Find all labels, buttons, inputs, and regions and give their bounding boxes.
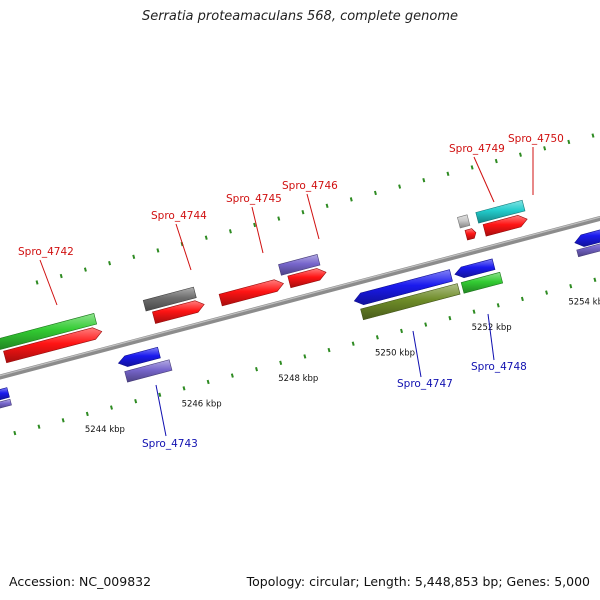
gene-arrow-red — [3, 327, 103, 364]
reverse-scale-tick — [206, 379, 210, 385]
reverse-scale-tick — [61, 418, 65, 423]
gene-label: Spro_4743 — [142, 438, 198, 450]
genome-backbone-highlight — [0, 216, 600, 377]
gene-label-leader-line — [251, 206, 264, 254]
topology-summary-text: Topology: circular; Length: 5,448,853 bp… — [246, 574, 590, 589]
gene-arrow-blue — [353, 269, 453, 306]
gene-label: Spro_4750 — [508, 133, 564, 145]
gene-arrow-lightgray — [457, 214, 471, 229]
gene-arrow-lavender — [0, 398, 12, 409]
reverse-scale-tick — [424, 322, 428, 327]
gene-arrow-blue — [574, 229, 600, 247]
reverse-scale-tick — [496, 303, 500, 308]
gene-label-leader-line — [39, 259, 58, 306]
forward-scale-tick — [59, 273, 63, 279]
gene-label: Spro_4746 — [282, 180, 338, 192]
forward-scale-tick — [591, 133, 595, 138]
gene-arrow-blue — [117, 346, 161, 367]
accession-text: Accession: NC_009832 — [9, 574, 152, 589]
reverse-scale-tick — [351, 341, 355, 346]
gene-arrow-blue — [454, 258, 496, 279]
forward-scale-tick — [470, 165, 474, 170]
scale-label: 5252 kbp — [472, 323, 512, 333]
gene-arrow-red — [287, 268, 327, 289]
gene-arrow-gray — [142, 286, 197, 312]
reverse-scale-tick — [134, 398, 138, 404]
gene-arrow-cyan — [475, 199, 526, 224]
forward-scale-tick — [132, 254, 136, 260]
scale-label: 5248 kbp — [278, 374, 318, 384]
gene-label-leader-line — [175, 223, 192, 271]
forward-scale-tick — [301, 209, 305, 215]
gene-arrow-olive — [360, 283, 461, 321]
forward-scale-tick — [446, 171, 450, 177]
gene-label-leader-line — [473, 156, 495, 203]
scale-label: 5246 kbp — [182, 400, 222, 410]
reverse-scale-tick — [255, 367, 258, 372]
reverse-scale-tick — [569, 284, 573, 289]
forward-scale-tick — [277, 216, 281, 221]
forward-scale-tick — [398, 184, 402, 189]
reverse-scale-tick — [545, 290, 549, 295]
gene-label: Spro_4745 — [226, 193, 282, 205]
reverse-scale-tick — [520, 296, 524, 302]
forward-scale-tick — [325, 203, 329, 208]
reverse-scale-tick — [230, 373, 234, 378]
gene-arrow-green — [460, 271, 504, 294]
forward-scale-tick — [518, 152, 522, 157]
reverse-scale-tick — [593, 277, 597, 282]
gene-label-leader-line — [155, 384, 167, 437]
reverse-scale-tick — [182, 386, 186, 391]
reverse-scale-tick — [158, 392, 162, 397]
forward-scale-tick — [156, 248, 160, 253]
gene-label: Spro_4742 — [18, 246, 74, 258]
reverse-scale-tick — [85, 411, 89, 417]
reverse-scale-tick — [37, 424, 41, 429]
scale-label: 5254 kbp — [568, 297, 600, 307]
forward-scale-tick — [83, 267, 87, 272]
reverse-scale-tick — [327, 347, 331, 353]
forward-scale-tick — [349, 197, 353, 202]
forward-scale-tick — [543, 146, 547, 151]
genome-backbone-line — [0, 215, 600, 380]
reverse-scale-tick — [279, 360, 283, 366]
reverse-scale-tick — [110, 405, 113, 410]
gene-label-leader-line — [306, 193, 320, 240]
gene-label-leader-line — [487, 313, 495, 361]
reverse-scale-tick — [472, 309, 476, 314]
gene-arrow-red — [152, 300, 205, 324]
gene-label: Spro_4747 — [397, 378, 453, 390]
forward-scale-tick — [228, 229, 232, 234]
forward-scale-tick — [373, 190, 377, 196]
gene-arrow-green — [0, 313, 98, 350]
gene-label: Spro_4749 — [449, 143, 505, 155]
gene-arrow-red — [464, 228, 477, 241]
forward-scale-tick — [422, 178, 426, 183]
reverse-scale-tick — [303, 354, 307, 359]
forward-scale-tick — [567, 139, 571, 145]
forward-scale-tick — [108, 261, 112, 266]
gene-arrow-lavender — [278, 254, 321, 276]
gene-arrow-blue — [0, 387, 10, 401]
gene-arrow-red — [218, 279, 284, 307]
forward-scale-tick — [253, 222, 257, 228]
gene-label: Spro_4744 — [151, 210, 207, 222]
reverse-scale-tick — [13, 430, 17, 436]
scale-label: 5244 kbp — [85, 425, 125, 435]
reverse-scale-tick — [448, 315, 452, 321]
gene-label-leader-line — [412, 330, 422, 378]
scale-label: 5250 kbp — [375, 349, 415, 359]
forward-scale-tick — [204, 235, 208, 240]
gene-arrow-red — [482, 214, 528, 237]
forward-scale-tick — [35, 280, 39, 285]
map-title: Serratia proteamaculans 568, complete ge… — [141, 9, 459, 24]
gene-arrow-lavender — [124, 359, 173, 383]
gene-arrow-lavender — [576, 243, 600, 258]
gene-label: Spro_4748 — [471, 361, 527, 373]
forward-scale-tick — [494, 158, 498, 164]
reverse-scale-tick — [375, 335, 379, 340]
reverse-scale-tick — [400, 328, 404, 334]
